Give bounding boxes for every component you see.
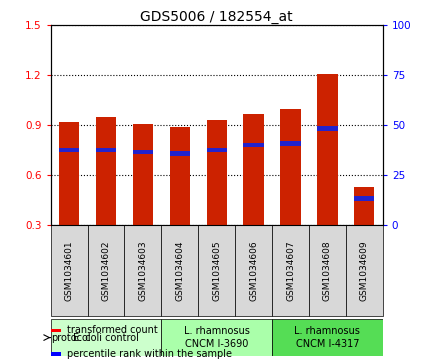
Bar bbox=[96, 148, 116, 152]
Bar bbox=[235, 225, 272, 316]
Bar bbox=[59, 148, 79, 152]
Bar bbox=[206, 120, 227, 225]
Bar bbox=[51, 319, 161, 356]
Bar bbox=[317, 126, 337, 131]
Bar bbox=[280, 109, 301, 225]
Text: protocol: protocol bbox=[51, 333, 91, 343]
Bar bbox=[354, 187, 374, 225]
Bar bbox=[133, 123, 153, 225]
Bar bbox=[280, 142, 301, 146]
Text: GSM1034608: GSM1034608 bbox=[323, 240, 332, 301]
Text: transformed count: transformed count bbox=[67, 326, 158, 335]
Bar bbox=[272, 225, 309, 316]
Bar bbox=[309, 225, 346, 316]
Text: GSM1034601: GSM1034601 bbox=[65, 240, 73, 301]
Text: GSM1034602: GSM1034602 bbox=[102, 240, 110, 301]
Bar bbox=[346, 225, 383, 316]
Text: E. coli control: E. coli control bbox=[73, 333, 139, 343]
Bar bbox=[272, 319, 383, 356]
Bar bbox=[170, 151, 190, 156]
Bar bbox=[125, 225, 161, 316]
Bar bbox=[88, 225, 125, 316]
Bar bbox=[243, 114, 264, 225]
Bar bbox=[243, 143, 264, 147]
Text: L. rhamnosus
CNCM I-3690: L. rhamnosus CNCM I-3690 bbox=[184, 326, 249, 349]
Bar bbox=[161, 225, 198, 316]
Text: percentile rank within the sample: percentile rank within the sample bbox=[67, 349, 232, 359]
Bar bbox=[59, 122, 79, 225]
Bar bbox=[51, 329, 61, 333]
Text: GSM1034603: GSM1034603 bbox=[138, 240, 147, 301]
Text: GSM1034609: GSM1034609 bbox=[360, 240, 369, 301]
Bar bbox=[96, 117, 116, 225]
Bar bbox=[133, 150, 153, 154]
Bar bbox=[317, 74, 337, 225]
Bar bbox=[206, 148, 227, 152]
Bar bbox=[198, 225, 235, 316]
Text: L. rhamnosus
CNCM I-4317: L. rhamnosus CNCM I-4317 bbox=[294, 326, 360, 349]
Bar bbox=[51, 352, 61, 356]
Title: GDS5006 / 182554_at: GDS5006 / 182554_at bbox=[140, 11, 293, 24]
Bar bbox=[170, 127, 190, 225]
Text: GSM1034606: GSM1034606 bbox=[249, 240, 258, 301]
Text: GSM1034605: GSM1034605 bbox=[212, 240, 221, 301]
Text: GSM1034607: GSM1034607 bbox=[286, 240, 295, 301]
Bar bbox=[161, 319, 272, 356]
Bar bbox=[51, 225, 88, 316]
Bar bbox=[354, 196, 374, 200]
Text: GSM1034604: GSM1034604 bbox=[175, 240, 184, 301]
